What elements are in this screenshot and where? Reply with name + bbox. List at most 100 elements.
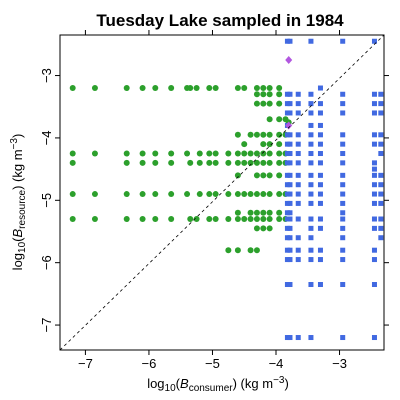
- data-point-green: [266, 91, 273, 98]
- data-point-green: [276, 191, 283, 198]
- data-point-green: [266, 100, 273, 107]
- data-point-blue: [295, 101, 301, 107]
- data-point-blue: [284, 101, 290, 107]
- data-point-blue: [295, 257, 301, 263]
- data-point-blue: [308, 282, 314, 288]
- data-point-green: [247, 247, 254, 254]
- data-point-green: [69, 150, 76, 157]
- data-point-blue: [308, 141, 314, 147]
- data-point-blue: [295, 151, 301, 157]
- data-point-green: [241, 85, 248, 92]
- data-point-blue: [308, 38, 314, 44]
- data-point-blue: [371, 38, 377, 44]
- y-label-base: 10: [17, 241, 28, 253]
- data-point-blue: [340, 191, 346, 197]
- data-point-green: [266, 116, 273, 123]
- data-point-blue: [308, 160, 314, 166]
- data-point-green: [123, 216, 130, 223]
- data-point-blue: [378, 235, 384, 241]
- data-point-blue: [340, 172, 346, 178]
- data-point-green: [253, 225, 260, 232]
- data-point-blue: [317, 101, 323, 107]
- data-point-green: [260, 131, 267, 138]
- data-point-blue: [317, 282, 323, 288]
- data-point-green: [234, 209, 241, 216]
- data-point-green: [266, 85, 273, 92]
- data-point-blue: [378, 172, 384, 178]
- data-point-green: [139, 150, 146, 157]
- data-point-blue: [340, 110, 346, 116]
- data-point-blue: [340, 160, 346, 166]
- y-label-var: B: [10, 228, 25, 237]
- data-point-green: [193, 85, 200, 92]
- data-point-green: [253, 191, 260, 198]
- data-point-blue: [371, 200, 377, 206]
- y-label-exp: −3: [9, 138, 20, 150]
- data-point-green: [247, 191, 254, 198]
- data-point-green: [69, 216, 76, 223]
- data-point-green: [91, 216, 98, 223]
- axes: −7 −6 −5 −4 −3 −7 −6 −5 −4 −3: [39, 30, 389, 371]
- x-label-open: (: [176, 376, 181, 391]
- data-point-green: [225, 159, 232, 166]
- data-point-blue: [284, 110, 290, 116]
- data-point-green: [276, 116, 283, 123]
- data-point-green: [206, 216, 213, 223]
- data-point-green: [253, 131, 260, 138]
- data-point-green: [234, 247, 241, 254]
- data-point-blue: [284, 200, 290, 206]
- data-point-blue: [308, 101, 314, 107]
- data-point-blue: [378, 191, 384, 197]
- data-point-blue: [317, 151, 323, 157]
- data-point-green: [234, 85, 241, 92]
- data-point-green: [196, 150, 203, 157]
- data-point-green: [206, 159, 213, 166]
- data-point-green: [69, 191, 76, 198]
- x-label-exp: −3: [273, 375, 285, 386]
- data-point-blue: [287, 182, 293, 188]
- y-axis-label: log10(Bresource) (kg m−3): [9, 134, 28, 271]
- data-point-blue: [340, 225, 346, 231]
- data-point-green: [206, 150, 213, 157]
- data-point-green: [139, 159, 146, 166]
- data-point-green: [253, 150, 260, 157]
- data-point-green: [260, 216, 267, 223]
- x-tick-label: −7: [78, 356, 93, 371]
- data-point-blue: [378, 216, 384, 222]
- data-point-green: [253, 172, 260, 179]
- data-point-green: [266, 141, 273, 148]
- data-point-green: [91, 150, 98, 157]
- data-point-green: [260, 141, 267, 148]
- data-point-blue: [284, 160, 290, 166]
- data-point-blue: [287, 257, 293, 263]
- data-point-green: [123, 85, 130, 92]
- data-point-green: [234, 150, 241, 157]
- data-point-blue: [308, 132, 314, 138]
- data-point-blue: [295, 160, 301, 166]
- data-point-blue: [284, 257, 290, 263]
- data-point-blue: [317, 122, 323, 128]
- data-point-green: [212, 85, 219, 92]
- data-point-green: [247, 216, 254, 223]
- data-point-blue: [371, 101, 377, 107]
- data-point-blue: [308, 91, 314, 97]
- data-point-green: [152, 150, 159, 157]
- data-point-green: [266, 209, 273, 216]
- plot-frame: [59, 34, 385, 351]
- data-point-blue: [371, 335, 377, 341]
- data-point-blue: [371, 166, 377, 172]
- data-point-blue: [284, 91, 290, 97]
- data-point-blue: [340, 141, 346, 147]
- one-to-one-reference-line: [59, 34, 385, 351]
- data-point-green: [260, 191, 267, 198]
- x-label-sub: consumer: [189, 383, 234, 394]
- data-point-green: [234, 191, 241, 198]
- data-point-blue: [295, 216, 301, 222]
- data-point-green: [253, 100, 260, 107]
- data-point-blue: [295, 91, 301, 97]
- data-point-blue: [308, 225, 314, 231]
- x-label-var: B: [180, 376, 189, 391]
- data-point-blue: [340, 235, 346, 241]
- data-point-blue: [284, 282, 290, 288]
- x-label-base: 10: [165, 383, 177, 394]
